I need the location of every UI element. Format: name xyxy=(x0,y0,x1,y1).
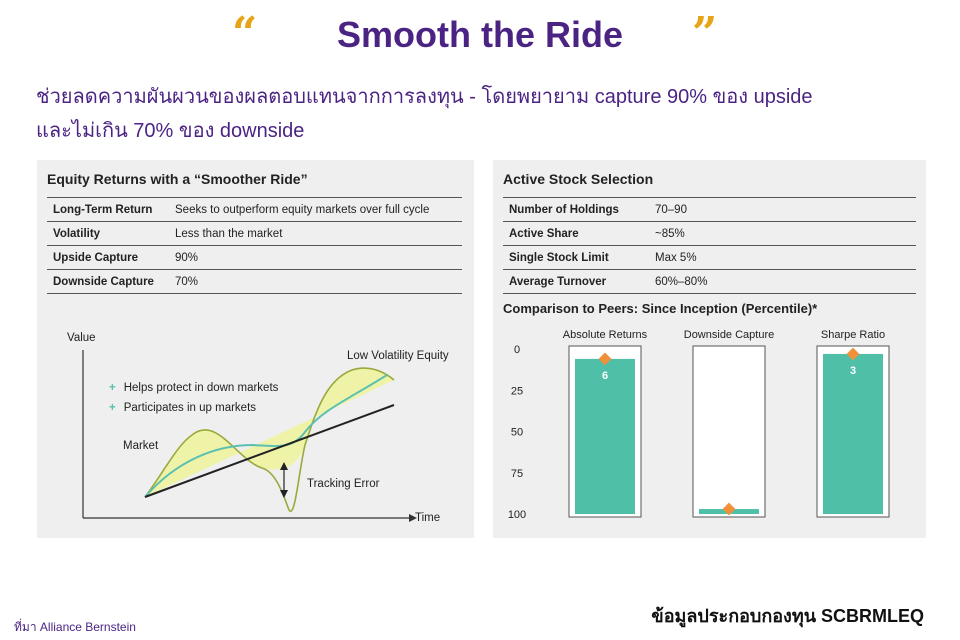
table-row: Average Turnover 60%–80% xyxy=(503,269,916,294)
row-key: Long-Term Return xyxy=(47,197,169,222)
page-title: Smooth the Ride xyxy=(337,14,623,55)
fund-label: ข้อมูลประกอบกองทุน SCBRMLEQ xyxy=(651,606,924,626)
open-quote: “ xyxy=(232,8,258,59)
row-key: Downside Capture xyxy=(47,269,169,294)
time-axis-label: Time xyxy=(415,512,441,524)
row-key: Single Stock Limit xyxy=(503,245,649,270)
subtitle-line-1: ช่วยลดความผันผวนของผลตอบแทนจากการลงทุน -… xyxy=(36,86,813,108)
row-key: Average Turnover xyxy=(503,269,649,294)
data-label: 97 xyxy=(723,490,735,502)
trend-line xyxy=(144,404,395,498)
plus-icon: + xyxy=(109,402,116,414)
equity-returns-table: Long-Term Return Seeks to outperform equ… xyxy=(47,197,462,294)
legend-text: Participates in up markets xyxy=(123,402,257,414)
y-tick-label: 50 xyxy=(511,427,523,439)
category-label: Downside Capture xyxy=(684,329,775,341)
y-tick-label: 100 xyxy=(508,509,526,521)
row-value: 90% xyxy=(169,245,462,270)
right-panel-title: Active Stock Selection xyxy=(503,171,654,187)
row-value: Seeks to outperform equity markets over … xyxy=(169,197,462,222)
row-value: ~85% xyxy=(649,221,916,246)
y-tick-label: 75 xyxy=(511,468,523,480)
smoother-ride-diagram xyxy=(82,350,417,522)
row-value: 60%–80% xyxy=(649,269,916,294)
close-quote: ” xyxy=(692,8,718,59)
left-panel-title: Equity Returns with a “Smoother Ride” xyxy=(47,171,308,187)
row-value: Max 5% xyxy=(649,245,916,270)
table-row: Active Share ~85% xyxy=(503,221,916,246)
bar-frame xyxy=(692,345,766,518)
low-volatility-line xyxy=(144,374,388,498)
subtitle-line-2: และไม่เกิน 70% ของ downside xyxy=(36,120,305,142)
data-label: 3 xyxy=(850,365,856,377)
peer-comparison-chart: 0 25 50 75 100 Absolute Returns 6 Downside Capt… xyxy=(508,329,890,521)
stock-selection-table: Number of Holdings 70–90 Active Share ~8… xyxy=(503,197,916,294)
low-volatility-label: Low Volatility Equity xyxy=(347,350,449,362)
category-label: Absolute Returns xyxy=(563,329,648,341)
row-key: Active Share xyxy=(503,221,649,246)
legend-text: Helps protect in down markets xyxy=(123,382,279,394)
row-value: 70% xyxy=(169,269,462,294)
table-row: Downside Capture 70% xyxy=(47,269,462,294)
table-row: Upside Capture 90% xyxy=(47,245,462,270)
row-value: Less than the market xyxy=(169,221,462,246)
source-note: ที่มา Alliance Bernstein xyxy=(14,620,136,634)
row-value: 70–90 xyxy=(649,197,916,222)
market-line xyxy=(144,367,395,513)
market-label: Market xyxy=(123,440,159,452)
table-row: Volatility Less than the market xyxy=(47,221,462,246)
y-tick-label: 25 xyxy=(511,385,523,397)
legend-item: + Participates in up markets xyxy=(109,402,256,414)
row-key: Upside Capture xyxy=(47,245,169,270)
table-row: Long-Term Return Seeks to outperform equ… xyxy=(47,197,462,222)
tracking-arrow-up xyxy=(280,462,288,470)
row-key: Number of Holdings xyxy=(503,197,649,222)
x-axis-arrow xyxy=(409,514,417,522)
data-label: 6 xyxy=(602,370,608,382)
value-axis-label: Value xyxy=(67,332,96,344)
stock-selection-panel: Active Stock Selection Number of Holding… xyxy=(493,160,926,538)
tracking-error-label: Tracking Error xyxy=(307,478,380,490)
plus-icon: + xyxy=(109,382,116,394)
y-tick-label: 0 xyxy=(514,344,520,356)
category-label: Sharpe Ratio xyxy=(821,329,885,341)
area-fill xyxy=(145,368,394,497)
tracking-arrow-down xyxy=(280,490,288,498)
bar xyxy=(575,358,635,514)
bar xyxy=(823,353,883,514)
table-row: Single Stock Limit Max 5% xyxy=(503,245,916,270)
subtitle: ช่วยลดความผันผวนของผลตอบแทนจากการลงทุน -… xyxy=(36,80,936,148)
table-row: Number of Holdings 70–90 xyxy=(503,197,916,222)
row-key: Volatility xyxy=(47,221,169,246)
legend-item: + Helps protect in down markets xyxy=(109,382,278,394)
comparison-title: Comparison to Peers: Since Inception (Pe… xyxy=(503,301,818,316)
equity-returns-panel: Equity Returns with a “Smoother Ride” Lo… xyxy=(37,160,474,538)
